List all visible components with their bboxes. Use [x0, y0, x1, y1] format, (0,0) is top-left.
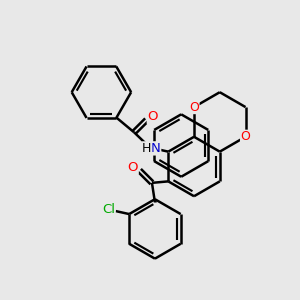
Text: O: O — [241, 130, 250, 143]
Text: H: H — [142, 142, 152, 155]
Text: Cl: Cl — [102, 203, 115, 216]
Text: N: N — [151, 142, 161, 155]
Text: O: O — [189, 100, 199, 114]
Text: O: O — [128, 161, 138, 174]
Text: O: O — [147, 110, 158, 123]
